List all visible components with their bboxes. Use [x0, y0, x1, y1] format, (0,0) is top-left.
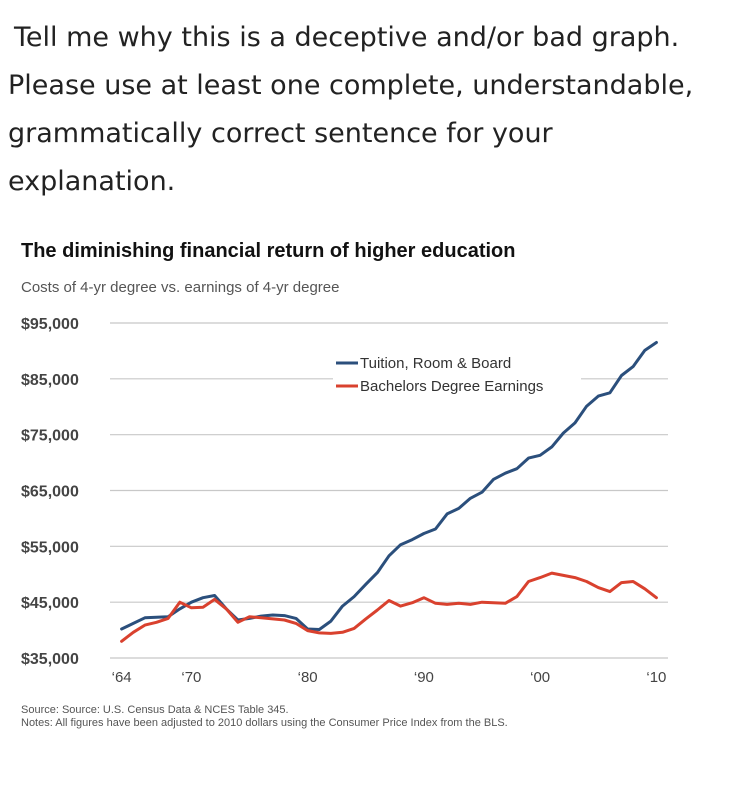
chart-subtitle: Costs of 4-yr degree vs. earnings of 4-y… — [21, 279, 340, 296]
x-tick-label: ‘70 — [181, 669, 201, 686]
y-tick-label: $75,000 — [21, 428, 79, 445]
x-tick-label: ‘10 — [646, 669, 666, 686]
y-tick-label: $95,000 — [21, 316, 79, 333]
x-tick-label: ‘80 — [298, 669, 318, 686]
series-lines — [120, 341, 658, 643]
chart-source: Source: Source: U.S. Census Data & NCES … — [21, 704, 289, 716]
legend-label-earnings: Bachelors Degree Earnings — [360, 378, 543, 395]
y-tick-label: $55,000 — [21, 539, 79, 556]
y-tick-label: $35,000 — [21, 651, 79, 668]
chart-background — [8, 222, 708, 732]
question-line: Tell me why this is a deceptive and/or b… — [14, 22, 680, 53]
question-line: grammatically correct sentence for your — [8, 118, 553, 149]
x-tick-label: ‘90 — [414, 669, 434, 686]
x-axis-tick-labels: ‘64 ‘70 ‘80 ‘90 ‘00 ‘10 — [112, 669, 667, 686]
x-tick-label: ‘64 — [112, 669, 132, 686]
x-tick-label: ‘00 — [530, 669, 550, 686]
legend-label-tuition: Tuition, Room & Board — [360, 355, 511, 372]
legend-background — [333, 349, 581, 401]
y-tick-label: $45,000 — [21, 595, 79, 612]
question-line: explanation. — [8, 166, 176, 197]
y-tick-label: $85,000 — [21, 372, 79, 389]
chart-figure: The diminishing financial return of high… — [0, 222, 738, 742]
chart-notes: Notes: All figures have been adjusted to… — [21, 717, 508, 729]
line-chart: The diminishing financial return of high… — [8, 222, 708, 732]
series-line-tuition — [120, 341, 658, 631]
question-line: Please use at least one complete, unders… — [8, 70, 694, 101]
chart-title: The diminishing financial return of high… — [21, 240, 515, 262]
y-tick-label: $65,000 — [21, 484, 79, 501]
question-text: Tell me why this is a deceptive and/or b… — [8, 14, 728, 206]
y-axis-tick-labels: $35,000 $45,000 $55,000 $65,000 $75,000 $85,0… — [21, 316, 79, 668]
legend: Tuition, Room & Board Bachelors Degree E… — [333, 349, 581, 401]
series-line-earnings — [120, 571, 658, 643]
